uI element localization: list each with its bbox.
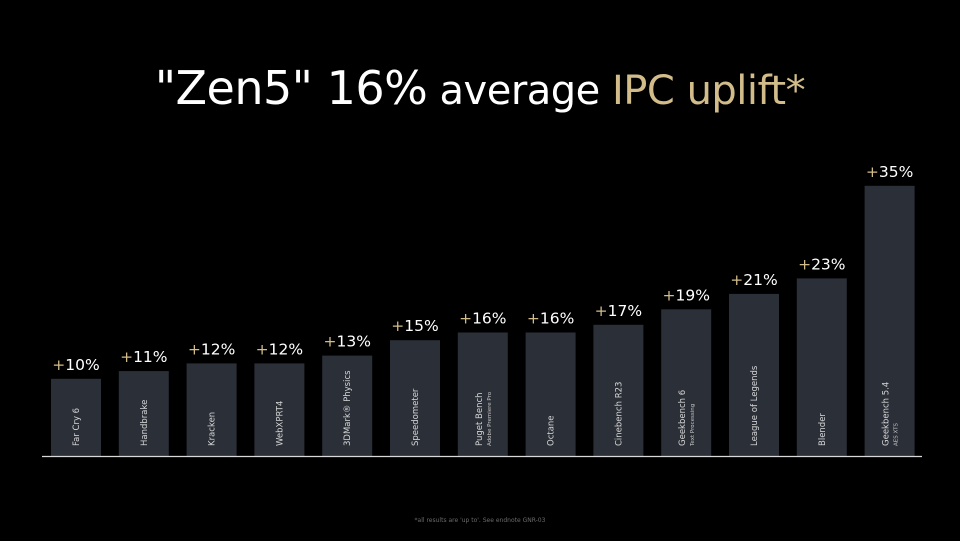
bar-6 <box>457 332 508 456</box>
slide-title: "Zen5" 16% average IPC uplift* <box>0 58 960 121</box>
category-label-11: Blender <box>818 413 828 446</box>
category-label-1: Handbrake <box>140 400 150 446</box>
title-average-word: average <box>427 68 612 114</box>
category-label-7: Octane <box>547 415 557 446</box>
svg-text:3DMark® Physics: 3DMark® Physics <box>343 370 353 446</box>
svg-text:Puget Bench: Puget Bench <box>475 392 485 446</box>
category-label-6: Puget Bench Adobe Premiere Pro <box>475 391 493 446</box>
bar-0 <box>51 378 101 456</box>
svg-text:AES XTS: AES XTS <box>894 422 900 446</box>
value-label-8: +17% <box>595 302 642 320</box>
bar-2 <box>186 363 237 456</box>
bar-10 <box>729 293 779 456</box>
category-label-5: Speedometer <box>411 388 421 446</box>
value-label-11: +23% <box>798 255 845 273</box>
svg-text:Octane: Octane <box>547 415 557 446</box>
title-ipc-uplift: IPC uplift* <box>612 68 806 114</box>
svg-text:Geekbench 5.4: Geekbench 5.4 <box>882 382 892 446</box>
bar-4 <box>322 355 373 456</box>
bar-3 <box>254 363 305 456</box>
value-label-5: +15% <box>391 317 438 335</box>
svg-text:Speedometer: Speedometer <box>411 388 421 446</box>
category-label-0: Far Cry 6 <box>72 408 82 446</box>
svg-text:Blender: Blender <box>818 413 828 446</box>
bar-11 <box>796 278 847 456</box>
svg-text:Adobe Premiere Pro: Adobe Premiere Pro <box>487 391 493 446</box>
value-label-0: +10% <box>52 356 99 374</box>
svg-text:Far Cry 6: Far Cry 6 <box>72 408 82 446</box>
svg-text:WebXPRT4: WebXPRT4 <box>275 401 285 446</box>
value-label-1: +11% <box>120 348 167 366</box>
svg-text:League of Legends: League of Legends <box>750 365 760 446</box>
category-label-9: Geekbench 6 Text Processing <box>678 390 696 447</box>
value-label-10: +21% <box>730 271 777 289</box>
svg-text:Text Processing: Text Processing <box>690 404 696 447</box>
value-label-4: +13% <box>323 333 370 351</box>
svg-text:Geekbench 6: Geekbench 6 <box>678 390 688 446</box>
bar-9 <box>661 309 712 456</box>
category-label-8: Cinebench R23 <box>614 382 624 446</box>
value-label-2: +12% <box>188 340 235 358</box>
svg-text:Kracken: Kracken <box>208 412 218 446</box>
value-label-7: +16% <box>527 310 574 328</box>
category-label-3: WebXPRT4 <box>275 401 285 446</box>
category-label-4: 3DMark® Physics <box>343 370 353 446</box>
bar-7 <box>525 332 576 456</box>
svg-text:Cinebench R23: Cinebench R23 <box>614 382 624 446</box>
category-label-2: Kracken <box>208 412 218 446</box>
value-label-12: +35% <box>866 163 913 181</box>
bar-5 <box>390 340 440 456</box>
value-label-6: +16% <box>459 310 506 328</box>
footnote: *all results are 'up to'. See endnote GN… <box>414 517 546 524</box>
bar-1 <box>118 371 169 456</box>
title-zen5-average: "Zen5" 16% <box>154 61 428 115</box>
bar-12 <box>864 185 915 457</box>
svg-text:Handbrake: Handbrake <box>140 400 150 446</box>
value-label-9: +19% <box>662 286 709 304</box>
category-label-10: League of Legends <box>750 365 760 446</box>
value-label-3: +12% <box>256 340 303 358</box>
category-label-12: Geekbench 5.4 AES XTS <box>882 382 900 446</box>
bar-8 <box>593 324 644 456</box>
